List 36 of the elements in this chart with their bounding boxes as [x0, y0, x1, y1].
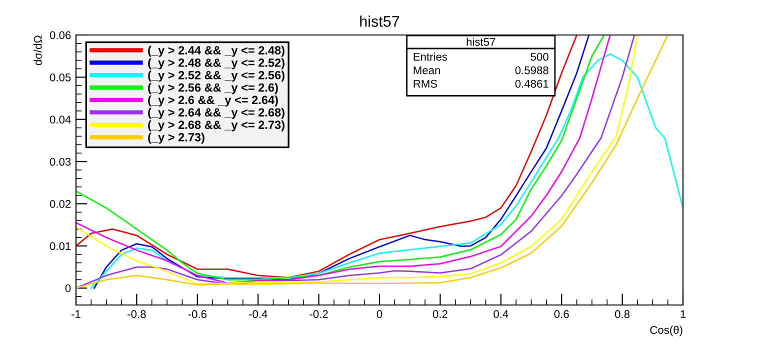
- annotation: Mean: [414, 66, 440, 74]
- x-tick-label: -0.8: [128, 310, 146, 318]
- y-tick-label: 0.04: [50, 116, 71, 124]
- y-tick-label: 0.06: [50, 31, 71, 40]
- y-tick-label: 0.02: [50, 200, 71, 208]
- x-tick-label: -1: [72, 310, 80, 318]
- x-tick-label: 0.2: [432, 310, 448, 318]
- legend-label: (_y > 2.73): [148, 132, 204, 144]
- legend-label: (_y > 2.44 && _y <= 2.48): [148, 46, 284, 57]
- x-tick-label: -0.2: [310, 310, 328, 318]
- legend-label: (_y > 2.56 && _y <= 2.6): [148, 83, 278, 94]
- y-tick-label: 0.05: [50, 73, 71, 82]
- y-axis-title: dσ/dΩ: [34, 35, 42, 66]
- annotation: Entries: [414, 52, 448, 61]
- legend-label: (_y > 2.52 && _y <= 2.56): [148, 70, 284, 82]
- x-tick-label: -0.6: [188, 310, 206, 318]
- x-tick-label: 0: [376, 310, 382, 318]
- annotation: 500: [530, 52, 548, 61]
- legend-label: (_y > 2.6 && _y <= 2.64): [148, 95, 278, 106]
- y-tick-label: 0.01: [50, 242, 71, 250]
- x-tick-label: 0.4: [494, 310, 508, 318]
- x-tick-label: 1: [680, 310, 686, 318]
- legend-label: (_y > 2.48 && _y <= 2.52): [148, 58, 284, 70]
- y-tick-label: 0.03: [50, 158, 71, 166]
- chart-title: hist57: [360, 16, 400, 27]
- annotation: hist57: [466, 38, 496, 46]
- x-tick-label: -0.4: [249, 310, 268, 318]
- x-tick-label: 0.6: [554, 310, 569, 318]
- annotation: RMS: [414, 80, 438, 88]
- x-axis-title: Cos(θ): [650, 326, 682, 336]
- x-tick-label: 0.8: [615, 310, 630, 318]
- annotation: 0.4861: [515, 80, 548, 88]
- legend-label: (_y > 2.68 && _y <= 2.73): [148, 120, 284, 132]
- legend-label: (_y > 2.64 && _y <= 2.68): [148, 108, 284, 119]
- annotation: 0.5988: [515, 66, 548, 74]
- y-tick-label: 0: [65, 284, 71, 292]
